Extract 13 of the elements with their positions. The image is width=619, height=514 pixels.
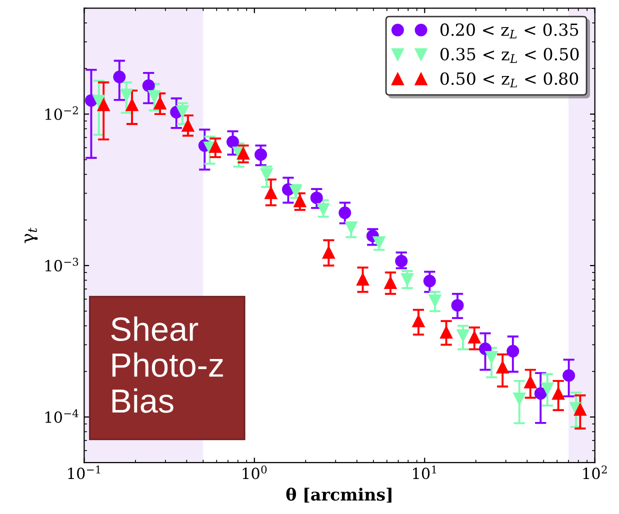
- y-axis-title: γ$_{t}$: [24, 228, 38, 244]
- legend-label: 0.20 < z$_{L}$ < 0.35: [440, 23, 578, 38]
- x-axis-title: θ [arcmins]: [286, 488, 392, 503]
- x-tick-label: 10$^{1}$: [413, 465, 436, 480]
- annotation: Shear Photo-z Bias: [111, 316, 223, 413]
- x-tick-label: 10$^{0}$: [242, 465, 267, 480]
- x-tick-label: 10$^{2}$: [583, 465, 607, 480]
- x-tick-label: 10$^{−1}$: [68, 465, 100, 480]
- y-tick-label: 10$^{−4}$: [45, 409, 78, 423]
- y-tick-label: 10$^{−3}$: [45, 258, 78, 272]
- legend-label: 0.35 < z$_{L}$ < 0.50: [440, 48, 579, 63]
- y-tick-label: 10$^{−2}$: [45, 106, 78, 120]
- legend-label: 0.50 < z$_{L}$ < 0.80: [440, 72, 578, 88]
